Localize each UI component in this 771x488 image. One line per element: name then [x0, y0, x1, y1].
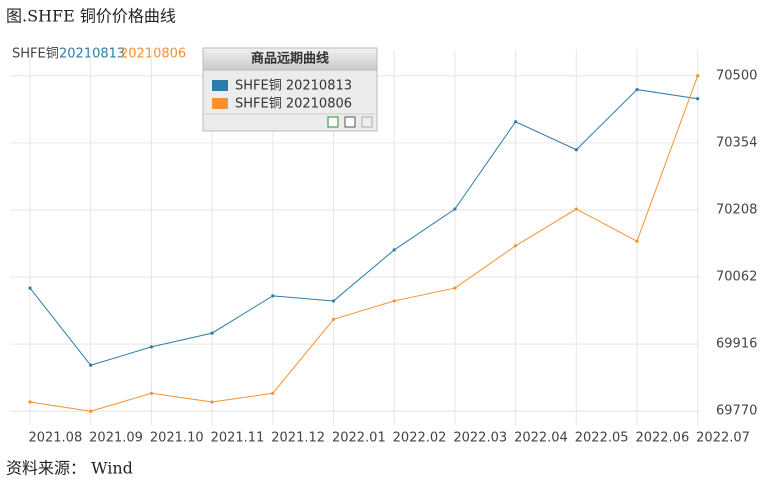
data-point — [210, 331, 214, 335]
legend-title: 商品远期曲线 — [251, 51, 329, 67]
y-tick-label: 70354 — [716, 135, 757, 150]
data-point — [149, 391, 153, 395]
x-tick-label: 2022.05 — [575, 431, 629, 446]
data-point — [28, 400, 32, 404]
top-legend-label: 20210813 — [59, 47, 125, 62]
data-point — [696, 97, 700, 101]
x-tick-label: 2021.08 — [28, 431, 82, 446]
x-tick-label: 2022.07 — [696, 431, 750, 446]
x-tick-label: 2021.12 — [271, 431, 325, 446]
crop-icon[interactable] — [344, 116, 356, 128]
plot-area: 2021.08 2021.09 2021.10 2021.11 2021.12 2022.… — [10, 50, 757, 446]
legend-box: 商品远期曲线 SHFE铜 20210813 SHFE铜 20210806 — [202, 47, 378, 132]
data-point — [453, 207, 457, 211]
y-tick-label: 70062 — [716, 270, 757, 285]
legend-entry: SHFE铜 20210806 — [235, 97, 352, 112]
excel-icon[interactable] — [327, 116, 339, 128]
chart-title: 图.SHFE 铜价价格曲线 — [6, 7, 176, 26]
top-legend-label: 20210806 — [120, 47, 186, 62]
data-point — [28, 286, 32, 290]
x-tick-label: 2021.10 — [150, 431, 204, 446]
legend-entry: SHFE铜 20210813 — [235, 79, 352, 94]
legend-swatch — [212, 80, 228, 91]
x-tick-label: 2021.11 — [211, 431, 265, 446]
x-tick-label: 2022.02 — [393, 431, 447, 446]
data-point — [574, 148, 578, 152]
data-point — [514, 244, 518, 248]
legend-header — [202, 47, 378, 71]
x-tick-label: 2022.03 — [453, 431, 507, 446]
data-point — [453, 286, 457, 290]
y-tick-label: 70500 — [716, 68, 757, 83]
source-note: 资料来源： Wind — [6, 459, 133, 478]
data-point — [514, 120, 518, 124]
data-point — [89, 363, 93, 367]
data-point — [635, 239, 639, 243]
data-point — [331, 317, 336, 321]
data-point — [574, 207, 578, 211]
pointer-icon[interactable] — [361, 116, 373, 128]
data-point — [392, 299, 396, 303]
x-tick-label: 2022.06 — [635, 431, 689, 446]
top-legend-label: SHFE铜 — [12, 47, 59, 62]
y-tick-label: 69916 — [716, 337, 757, 352]
data-point — [271, 391, 275, 395]
data-point — [696, 74, 700, 78]
data-point — [210, 400, 214, 404]
x-tick-label: 2022.01 — [332, 431, 386, 446]
data-point — [149, 345, 153, 349]
legend-swatch — [212, 98, 228, 109]
data-point — [271, 294, 275, 298]
data-point — [89, 409, 93, 413]
series-line — [29, 89, 698, 366]
data-point — [392, 248, 396, 252]
y-tick-label: 69770 — [716, 404, 757, 419]
y-tick-label: 70208 — [716, 202, 757, 217]
data-point — [331, 299, 336, 303]
x-tick-label: 2022.04 — [514, 431, 568, 446]
data-point — [635, 87, 639, 92]
x-tick-label: 2021.09 — [89, 431, 143, 446]
series-line — [29, 75, 699, 412]
